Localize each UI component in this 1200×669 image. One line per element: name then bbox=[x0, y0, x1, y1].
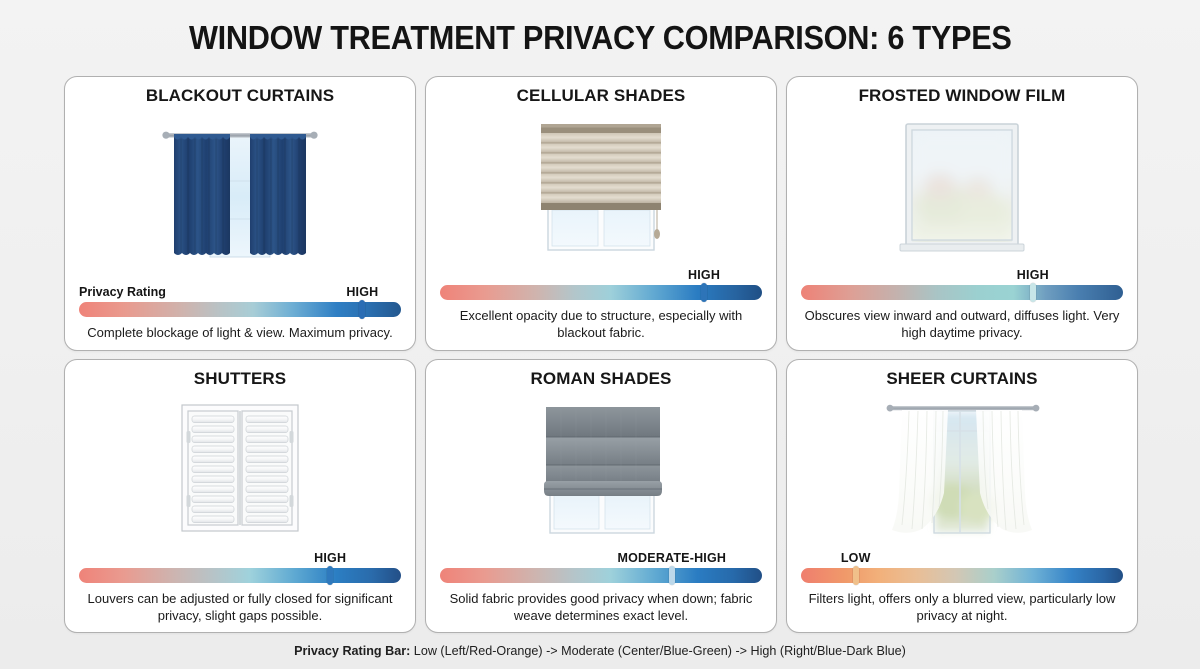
card-sheer-curtains[interactable]: SHEER CURTAINS bbox=[786, 358, 1138, 633]
footer-legend-label: Privacy Rating Bar: bbox=[294, 644, 411, 658]
rating-labels: HIGH bbox=[440, 265, 762, 282]
card-title: CELLULAR SHADES bbox=[516, 86, 686, 105]
card-description: Excellent opacity due to structure, espe… bbox=[459, 308, 743, 341]
rating-labels: HIGH bbox=[801, 265, 1123, 282]
cards-grid: BLACKOUT CURTAINS bbox=[0, 76, 1200, 633]
rating-gradient-bar bbox=[440, 285, 762, 301]
rating-marker[interactable] bbox=[359, 300, 366, 320]
rating-gradient-bar bbox=[440, 567, 762, 583]
card-description: Louvers can be adjusted or fully closed … bbox=[87, 590, 393, 623]
illustration-shutters bbox=[79, 388, 401, 548]
privacy-rating-cellular-shades: HIGH bbox=[440, 265, 762, 303]
rating-value-label: HIGH bbox=[688, 268, 721, 283]
rating-marker[interactable] bbox=[327, 565, 334, 585]
illustration-sheer-curtains bbox=[801, 388, 1123, 548]
rating-bar-wrap[interactable] bbox=[440, 565, 762, 585]
illustration-roman-shades bbox=[440, 388, 762, 548]
footer-legend: Privacy Rating Bar: Low (Left/Red-Orange… bbox=[0, 633, 1200, 669]
rating-gradient-bar bbox=[801, 567, 1123, 583]
privacy-rating-roman-shades: MODERATE-HIGH bbox=[440, 548, 762, 585]
white-plantation-shutters-icon bbox=[181, 404, 299, 532]
card-description: Solid fabric provides good privacy when … bbox=[449, 590, 753, 623]
card-shutters[interactable]: SHUTTERS bbox=[64, 358, 416, 633]
rating-marker[interactable] bbox=[852, 565, 859, 585]
illustration-frosted-window-film bbox=[801, 106, 1123, 266]
privacy-rating-label: Privacy Rating bbox=[79, 285, 166, 300]
rating-labels: LOW bbox=[801, 548, 1123, 565]
rating-value-label: MODERATE-HIGH bbox=[617, 550, 727, 565]
rating-bar-wrap[interactable] bbox=[440, 283, 762, 303]
frosted-window-icon bbox=[899, 123, 1025, 252]
rating-bar-wrap[interactable] bbox=[79, 565, 401, 585]
rating-value-label: HIGH bbox=[314, 550, 347, 565]
navy-blackout-curtains-icon bbox=[162, 131, 318, 258]
rating-labels: HIGH bbox=[79, 548, 401, 565]
rating-gradient-bar bbox=[79, 567, 401, 583]
rating-value-label: HIGH bbox=[1016, 268, 1049, 283]
card-cellular-shades[interactable]: CELLULAR SHADES bbox=[425, 76, 777, 351]
rating-marker[interactable] bbox=[668, 565, 675, 585]
card-description: Complete blockage of light & view. Maxim… bbox=[87, 325, 393, 341]
privacy-rating-shutters: HIGH bbox=[79, 548, 401, 585]
card-description: Obscures view inward and outward, diffus… bbox=[804, 308, 1120, 341]
card-title: FROSTED WINDOW FILM bbox=[858, 86, 1066, 105]
card-description: Filters light, offers only a blurred vie… bbox=[808, 590, 1116, 623]
rating-value-label: HIGH bbox=[346, 285, 379, 300]
privacy-rating-frosted-window-film: HIGH bbox=[801, 265, 1123, 303]
gray-roman-shade-icon bbox=[544, 406, 662, 534]
rating-bar-wrap[interactable] bbox=[79, 300, 401, 320]
rating-marker[interactable] bbox=[1029, 283, 1036, 303]
beige-cellular-shade-icon bbox=[541, 124, 661, 252]
illustration-blackout-curtains bbox=[79, 106, 401, 283]
card-title: BLACKOUT CURTAINS bbox=[145, 86, 335, 105]
footer-legend-text: Privacy Rating Bar: Low (Left/Red-Orange… bbox=[294, 644, 906, 658]
card-title: SHUTTERS bbox=[193, 368, 287, 388]
sheer-white-curtains-icon bbox=[886, 404, 1040, 534]
title-bar: WINDOW TREATMENT PRIVACY COMPARISON: 6 T… bbox=[0, 0, 1200, 76]
rating-bar-wrap[interactable] bbox=[801, 565, 1123, 585]
rating-bar-wrap[interactable] bbox=[801, 283, 1123, 303]
card-blackout-curtains[interactable]: BLACKOUT CURTAINS bbox=[64, 76, 416, 351]
card-roman-shades[interactable]: ROMAN SHADES bbox=[425, 358, 777, 633]
privacy-rating-sheer-curtains: LOW bbox=[801, 548, 1123, 585]
rating-gradient-bar bbox=[79, 302, 401, 318]
privacy-rating-blackout-curtains: Privacy Rating HIGH bbox=[79, 282, 401, 320]
rating-labels: MODERATE-HIGH bbox=[440, 548, 762, 565]
rating-value-label: LOW bbox=[840, 550, 871, 565]
rating-gradient-bar bbox=[801, 285, 1123, 301]
page-title: WINDOW TREATMENT PRIVACY COMPARISON: 6 T… bbox=[188, 19, 1012, 56]
illustration-cellular-shades bbox=[440, 106, 762, 266]
card-title: ROMAN SHADES bbox=[530, 368, 672, 388]
card-title: SHEER CURTAINS bbox=[886, 368, 1038, 388]
card-frosted-window-film[interactable]: FROSTED WINDOW FILM bbox=[786, 76, 1138, 351]
rating-marker[interactable] bbox=[701, 283, 708, 303]
rating-labels: Privacy Rating HIGH bbox=[79, 282, 401, 299]
footer-legend-detail: Low (Left/Red-Orange) -> Moderate (Cente… bbox=[410, 644, 906, 658]
